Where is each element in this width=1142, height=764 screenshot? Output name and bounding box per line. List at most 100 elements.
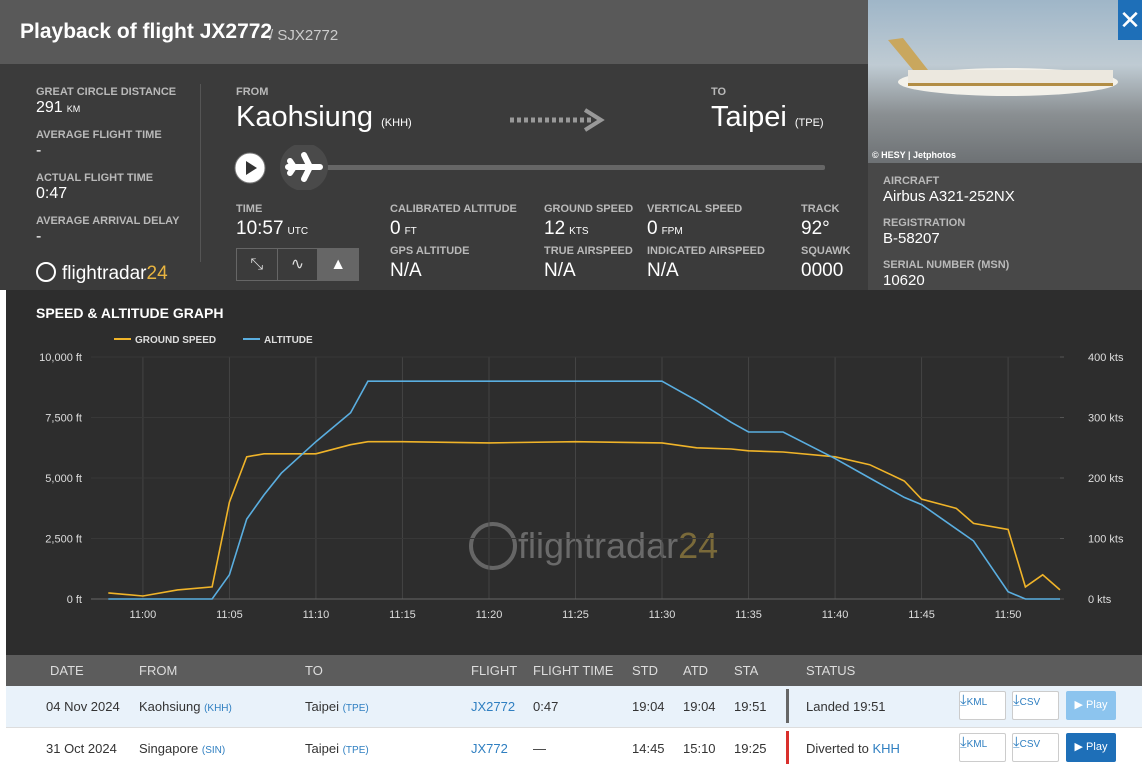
plane-handle[interactable] bbox=[285, 152, 323, 182]
aircraft-label: REGISTRATION bbox=[883, 217, 966, 229]
cell-flight[interactable]: JX772 bbox=[471, 741, 508, 756]
x-tick-label: 11:15 bbox=[389, 609, 416, 621]
telemetry-value: 0000 bbox=[801, 260, 843, 282]
to-label: TO bbox=[711, 86, 727, 98]
cell-std: 14:45 bbox=[632, 741, 665, 756]
to-city-name: Taipei bbox=[711, 101, 787, 133]
column-header: STD bbox=[632, 663, 658, 678]
cell-std: 19:04 bbox=[632, 699, 665, 714]
x-tick-label: 11:35 bbox=[735, 609, 762, 621]
from-name: Kaohsiung bbox=[139, 699, 201, 714]
stat-value: - bbox=[36, 228, 41, 246]
telemetry-value: 92° bbox=[801, 218, 830, 240]
telemetry-label: CALIBRATED ALTITUDE bbox=[390, 203, 517, 215]
cell-flight[interactable]: JX2772 bbox=[471, 699, 516, 714]
legend-label: ALTITUDE bbox=[264, 335, 313, 346]
telemetry-number: 0 bbox=[647, 218, 658, 239]
series-line bbox=[108, 380, 1060, 600]
table-row bbox=[6, 728, 1142, 764]
toggle-graph[interactable]: ▲ bbox=[318, 249, 359, 280]
telemetry-number: N/A bbox=[544, 260, 576, 281]
chart: SPEED & ALTITUDE GRAPH flightradar24 11:… bbox=[6, 290, 1142, 655]
to-code: (TPE) bbox=[342, 703, 369, 714]
telemetry-unit: FPM bbox=[661, 226, 683, 237]
x-tick-label: 11:25 bbox=[562, 609, 589, 621]
chart-title: SPEED & ALTITUDE GRAPH bbox=[36, 305, 223, 321]
subtitle: / SJX2772 bbox=[269, 27, 339, 44]
column-header: DATE bbox=[50, 663, 84, 678]
aircraft-photo bbox=[868, 0, 1142, 163]
photo-credit: © HESY | Jetphotos bbox=[872, 150, 956, 160]
column-header: FLIGHT bbox=[471, 663, 518, 678]
view-toggle: ⤡ ∿ ▲ bbox=[236, 248, 359, 281]
play-button[interactable]: ▶ Play bbox=[1066, 691, 1116, 720]
x-tick-label: 11:20 bbox=[476, 609, 503, 621]
playback-slider bbox=[234, 145, 825, 190]
telemetry-number: 92° bbox=[801, 218, 830, 239]
kml-button[interactable]: ⤓KML bbox=[959, 733, 1006, 762]
logo-text: flightradar bbox=[62, 263, 147, 284]
telemetry-label: GPS ALTITUDE bbox=[390, 245, 470, 257]
photo-art bbox=[888, 38, 1118, 96]
y2-tick-label: 300 kts bbox=[1088, 413, 1124, 425]
telemetry-unit: KTS bbox=[569, 226, 589, 237]
watermark: flightradar24 bbox=[518, 525, 718, 566]
telemetry-value: N/A bbox=[544, 260, 576, 282]
slider-track[interactable] bbox=[302, 165, 825, 170]
aircraft-value: 10620 bbox=[883, 272, 925, 289]
column-header: FROM bbox=[139, 663, 178, 678]
kml-button[interactable]: ⤓KML bbox=[959, 691, 1006, 720]
play-label: Play bbox=[1086, 699, 1108, 711]
cell-flight-time: — bbox=[533, 741, 546, 756]
telemetry-label: SQUAWK bbox=[801, 245, 851, 257]
cell-date: 31 Oct 2024 bbox=[46, 741, 117, 756]
cell-sta: 19:25 bbox=[734, 741, 767, 756]
telemetry-number: N/A bbox=[390, 260, 422, 281]
telemetry-value: 10:57 UTC bbox=[236, 218, 308, 240]
play-button[interactable]: ▶ Play bbox=[1066, 733, 1116, 762]
stat-number: 0:47 bbox=[36, 185, 68, 202]
telemetry-value: 0 FPM bbox=[647, 218, 683, 240]
table-header bbox=[6, 655, 1142, 686]
stat-value: 0:47 bbox=[36, 185, 67, 203]
from-city: Kaohsiung (KHH) bbox=[236, 101, 412, 134]
stat-label: AVERAGE FLIGHT TIME bbox=[36, 129, 162, 141]
csv-button[interactable]: ⤓CSV bbox=[1012, 691, 1059, 720]
stat-label: GREAT CIRCLE DISTANCE bbox=[36, 86, 177, 98]
stat-value: - bbox=[36, 142, 41, 160]
toggle-compact[interactable]: ⤡ bbox=[237, 249, 278, 280]
table-row bbox=[6, 686, 1142, 728]
from-code: (SIN) bbox=[201, 745, 226, 756]
x-tick-label: 11:50 bbox=[995, 609, 1022, 621]
column-header: STA bbox=[734, 663, 759, 678]
logo-suffix: 24 bbox=[146, 263, 168, 284]
logo-icon bbox=[36, 262, 56, 282]
legend-label: GROUND SPEED bbox=[135, 335, 216, 346]
telemetry-value: 12 KTS bbox=[544, 218, 589, 240]
telemetry-label: TRUE AIRSPEED bbox=[544, 245, 633, 257]
status-bar bbox=[786, 689, 789, 723]
y-tick-label: 0 ft bbox=[67, 594, 82, 606]
x-tick-label: 11:10 bbox=[303, 609, 330, 621]
from-label: FROM bbox=[236, 86, 269, 98]
aircraft-label: AIRCRAFT bbox=[883, 175, 940, 187]
watermark-suffix: 24 bbox=[678, 525, 718, 566]
csv-button[interactable]: ⤓CSV bbox=[1012, 733, 1059, 762]
to-code: (TPE) bbox=[794, 117, 824, 129]
status-code: KHH bbox=[872, 741, 900, 756]
telemetry-unit: FT bbox=[404, 226, 417, 237]
column-header: ATD bbox=[683, 663, 709, 678]
telemetry-number: N/A bbox=[647, 260, 679, 281]
telemetry-label: INDICATED AIRSPEED bbox=[647, 245, 765, 257]
telemetry-number: 12 bbox=[544, 218, 566, 239]
close-button[interactable]: ✕ bbox=[1118, 0, 1142, 40]
y2-tick-label: 100 kts bbox=[1088, 534, 1124, 546]
toggle-route[interactable]: ∿ bbox=[278, 249, 319, 280]
y-tick-label: 7,500 ft bbox=[45, 413, 82, 425]
kml-label: KML bbox=[966, 697, 988, 708]
telemetry-number: 10:57 bbox=[236, 218, 284, 239]
telemetry-label: GROUND SPEED bbox=[544, 203, 634, 215]
cell-to: Taipei (TPE) bbox=[305, 699, 369, 714]
watermark-text: flightradar bbox=[518, 525, 678, 566]
cell-atd: 15:10 bbox=[683, 741, 716, 756]
